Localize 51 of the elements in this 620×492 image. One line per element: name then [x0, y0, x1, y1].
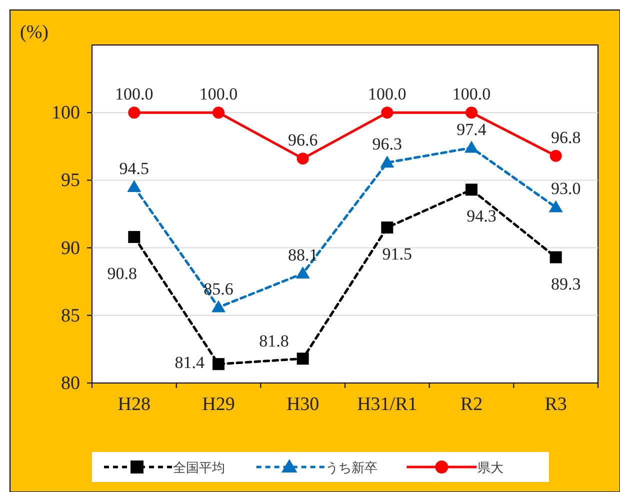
- x-tick-label: H28: [118, 394, 151, 415]
- legend-label: うち新卒: [325, 461, 378, 476]
- data-label: 96.8: [550, 128, 581, 147]
- data-label: 85.6: [204, 279, 234, 298]
- data-label: 91.5: [382, 244, 412, 264]
- point: [128, 106, 140, 119]
- point: [466, 184, 478, 196]
- point: [466, 106, 478, 119]
- data-label: 93.0: [550, 179, 581, 198]
- point: [212, 106, 224, 119]
- data-label: 94.3: [466, 206, 496, 226]
- point: [550, 251, 562, 264]
- y-axis-title: (%): [20, 22, 48, 43]
- data-label: 81.4: [174, 353, 205, 372]
- legend-label: 全国平均: [173, 461, 225, 476]
- data-label: 90.8: [107, 264, 138, 283]
- x-tick-label: H29: [202, 394, 235, 415]
- point: [464, 140, 478, 153]
- point: [296, 352, 309, 365]
- y-tick-label: 80: [61, 373, 80, 394]
- point: [296, 266, 310, 278]
- x-tick-label: R3: [544, 394, 567, 415]
- y-tick-label: 90: [61, 238, 80, 259]
- data-label: 97.4: [456, 120, 487, 139]
- y-tick-label: 85: [61, 305, 80, 326]
- x-tick-label: H31/R1: [357, 394, 418, 415]
- data-label: 100.0: [452, 84, 491, 104]
- y-tick-label: 100: [52, 102, 80, 124]
- point: [128, 230, 140, 243]
- x-tick-label: R2: [460, 394, 483, 415]
- point: [550, 150, 562, 162]
- data-label: 96.6: [288, 130, 318, 150]
- data-label: 81.8: [259, 332, 289, 351]
- point: [212, 358, 224, 370]
- data-label: 100.0: [199, 84, 238, 104]
- data-label: 96.3: [372, 134, 402, 154]
- data-label: 89.3: [550, 274, 581, 294]
- x-tick-label: H30: [286, 394, 320, 415]
- point: [380, 156, 394, 168]
- data-label: 100.0: [115, 84, 154, 104]
- point: [381, 222, 394, 234]
- point: [212, 300, 226, 312]
- point: [296, 152, 309, 165]
- y-tick-label: 95: [61, 170, 80, 192]
- data-label: 100.0: [368, 84, 406, 104]
- data-label: 94.5: [119, 158, 150, 178]
- point: [381, 106, 394, 119]
- point: [127, 180, 142, 192]
- legend-label: 県大: [478, 461, 504, 476]
- data-label: 88.1: [288, 245, 318, 264]
- point: [548, 200, 563, 212]
